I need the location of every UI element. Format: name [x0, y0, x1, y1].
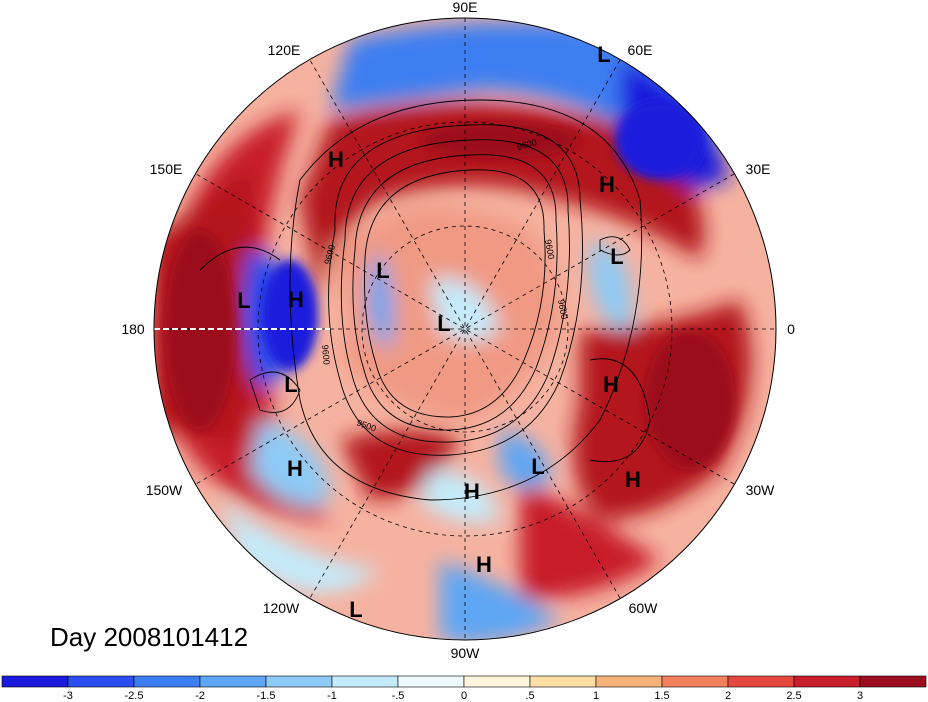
lon-label-30e: 30E: [746, 161, 771, 177]
contour-label: 9600: [543, 239, 556, 260]
colorbar-tick-label: 0: [461, 690, 467, 702]
graticule: [154, 18, 776, 640]
colorbar-tick-label: 3: [857, 690, 863, 702]
pressure-systems: L H L L H L L H L H H H L H H L: [237, 42, 641, 622]
high-marker: H: [625, 467, 641, 492]
lon-label-0: 0: [787, 321, 795, 337]
high-marker: H: [464, 479, 480, 504]
low-marker: L: [376, 258, 389, 283]
colorbar-swatch: [1, 675, 69, 688]
lon-label-30w: 30W: [746, 482, 776, 498]
colorbar-swatch: [727, 675, 795, 688]
colorbar-swatch: [661, 675, 729, 688]
high-marker: H: [288, 287, 304, 312]
colorbar-swatch: [67, 675, 135, 688]
high-marker: H: [599, 172, 615, 197]
colorbar-swatch: [595, 675, 663, 688]
low-marker: L: [284, 372, 297, 397]
low-marker: L: [610, 244, 623, 269]
colorbar-tick-label: -2: [195, 690, 205, 702]
colorbar-tick-label: 2.5: [786, 690, 801, 702]
date-label: Day 2008101412: [50, 622, 248, 652]
colorbar-tick-label: .5: [525, 690, 534, 702]
colorbar-swatch: [529, 675, 597, 688]
colorbar-tick-label: 1.5: [654, 690, 669, 702]
colorbar-tick-label: -1: [327, 690, 337, 702]
low-marker: L: [531, 454, 544, 479]
colorbar-tick-label: -3: [63, 690, 73, 702]
colorbar: -3 -2.5 -2 -1.5 -1 -.5 0 .5 1 1.5 2 2.5 3: [1, 675, 927, 702]
low-marker: L: [349, 597, 362, 622]
high-marker: H: [287, 456, 303, 481]
height-contours: [199, 99, 651, 501]
colorbar-swatch: [133, 675, 201, 688]
high-marker: H: [328, 147, 344, 172]
colorbar-swatch: [859, 675, 927, 688]
lon-label-60w: 60W: [629, 600, 659, 616]
lon-label-120e: 120E: [268, 42, 301, 58]
lon-label-150w: 150W: [146, 482, 183, 498]
map-boundary: [153, 17, 777, 641]
longitude-labels: 90E 60E 30E 0 30W 60W 90W 120W 150W 180 …: [121, 0, 795, 661]
colorbar-tick-label: 1: [593, 690, 599, 702]
colorbar-swatch: [265, 675, 333, 688]
anomaly-field: [154, 18, 776, 640]
colorbar-tick-label: -.5: [392, 690, 405, 702]
lon-label-90e: 90E: [453, 0, 478, 15]
colorbar-tick-label: -2.5: [125, 690, 144, 702]
colorbar-tick-label: -1.5: [257, 690, 276, 702]
lon-label-60e: 60E: [628, 42, 653, 58]
colorbar-swatch: [793, 675, 861, 688]
contour-label: 9600: [556, 299, 569, 320]
high-marker: H: [603, 372, 619, 397]
high-marker: H: [476, 552, 492, 577]
lon-label-90w: 90W: [451, 645, 481, 661]
lon-label-120w: 120W: [263, 600, 300, 616]
lon-label-180: 180: [121, 321, 145, 337]
colorbar-tick-label: 2: [725, 690, 731, 702]
low-marker: L: [437, 311, 450, 336]
contour-label: 9600: [320, 344, 332, 365]
colorbar-swatch: [463, 675, 531, 688]
low-marker: L: [237, 288, 250, 313]
colorbar-swatch: [199, 675, 267, 688]
lon-label-150e: 150E: [150, 161, 183, 177]
colorbar-swatch: [397, 675, 465, 688]
low-marker: L: [597, 42, 610, 67]
colorbar-swatch: [331, 675, 399, 688]
